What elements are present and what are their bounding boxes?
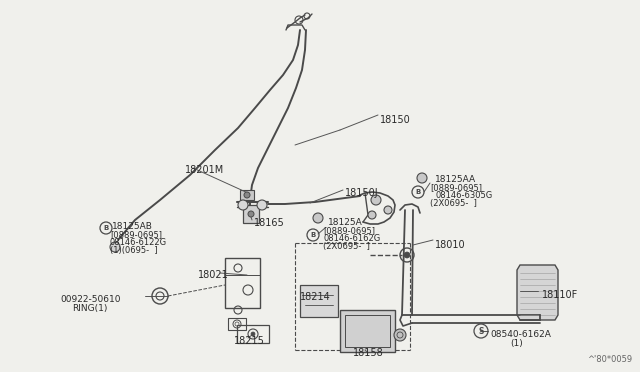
Text: B: B — [310, 232, 316, 238]
Circle shape — [251, 332, 255, 336]
Text: [0889-0695]: [0889-0695] — [323, 226, 375, 235]
Circle shape — [248, 211, 254, 217]
Text: 18165: 18165 — [254, 218, 285, 228]
Text: S: S — [478, 327, 484, 336]
Text: 18021: 18021 — [198, 270, 228, 280]
Text: ^'80*0059: ^'80*0059 — [587, 355, 632, 364]
Text: 18110F: 18110F — [542, 290, 579, 300]
Bar — [345, 315, 390, 347]
Text: 18125AB: 18125AB — [112, 222, 153, 231]
Text: RING(1): RING(1) — [72, 304, 108, 313]
Circle shape — [238, 200, 248, 210]
Polygon shape — [517, 265, 558, 320]
Text: [0889-0695]: [0889-0695] — [430, 183, 482, 192]
Text: B: B — [415, 189, 420, 195]
Text: B: B — [104, 225, 109, 231]
Circle shape — [394, 329, 406, 341]
Text: (1): (1) — [510, 339, 523, 348]
Text: 08146-6122G: 08146-6122G — [110, 238, 167, 247]
Bar — [228, 318, 246, 330]
Bar — [225, 258, 260, 308]
Circle shape — [244, 192, 250, 198]
Circle shape — [257, 200, 267, 210]
Circle shape — [417, 173, 427, 183]
Text: [0889-0695]: [0889-0695] — [110, 230, 162, 239]
Text: 18125A: 18125A — [328, 218, 363, 227]
Text: 18125AA: 18125AA — [435, 175, 476, 184]
Bar — [237, 325, 269, 343]
Text: (1)(0695-  ]: (1)(0695- ] — [110, 246, 157, 255]
Bar — [340, 310, 395, 352]
Circle shape — [384, 206, 392, 214]
Bar — [240, 190, 254, 200]
Text: (2X0695-  ]: (2X0695- ] — [430, 199, 477, 208]
Circle shape — [371, 195, 381, 205]
Bar — [300, 285, 338, 317]
Circle shape — [110, 242, 120, 252]
Text: 18215: 18215 — [234, 336, 265, 346]
Circle shape — [404, 252, 410, 258]
Text: 18214: 18214 — [300, 292, 331, 302]
Text: 18010: 18010 — [435, 240, 466, 250]
Text: 18150: 18150 — [380, 115, 411, 125]
Text: (2X0695-  ]: (2X0695- ] — [323, 242, 370, 251]
Text: 18201M: 18201M — [185, 165, 224, 175]
Text: 18158: 18158 — [353, 348, 384, 358]
Bar — [243, 205, 259, 223]
Text: 00922-50610: 00922-50610 — [60, 295, 120, 304]
Text: 08146-6305G: 08146-6305G — [435, 191, 492, 200]
Text: 08540-6162A: 08540-6162A — [490, 330, 551, 339]
Circle shape — [368, 211, 376, 219]
Circle shape — [313, 213, 323, 223]
Text: 18150J: 18150J — [345, 188, 379, 198]
Text: 08146-6162G: 08146-6162G — [323, 234, 380, 243]
